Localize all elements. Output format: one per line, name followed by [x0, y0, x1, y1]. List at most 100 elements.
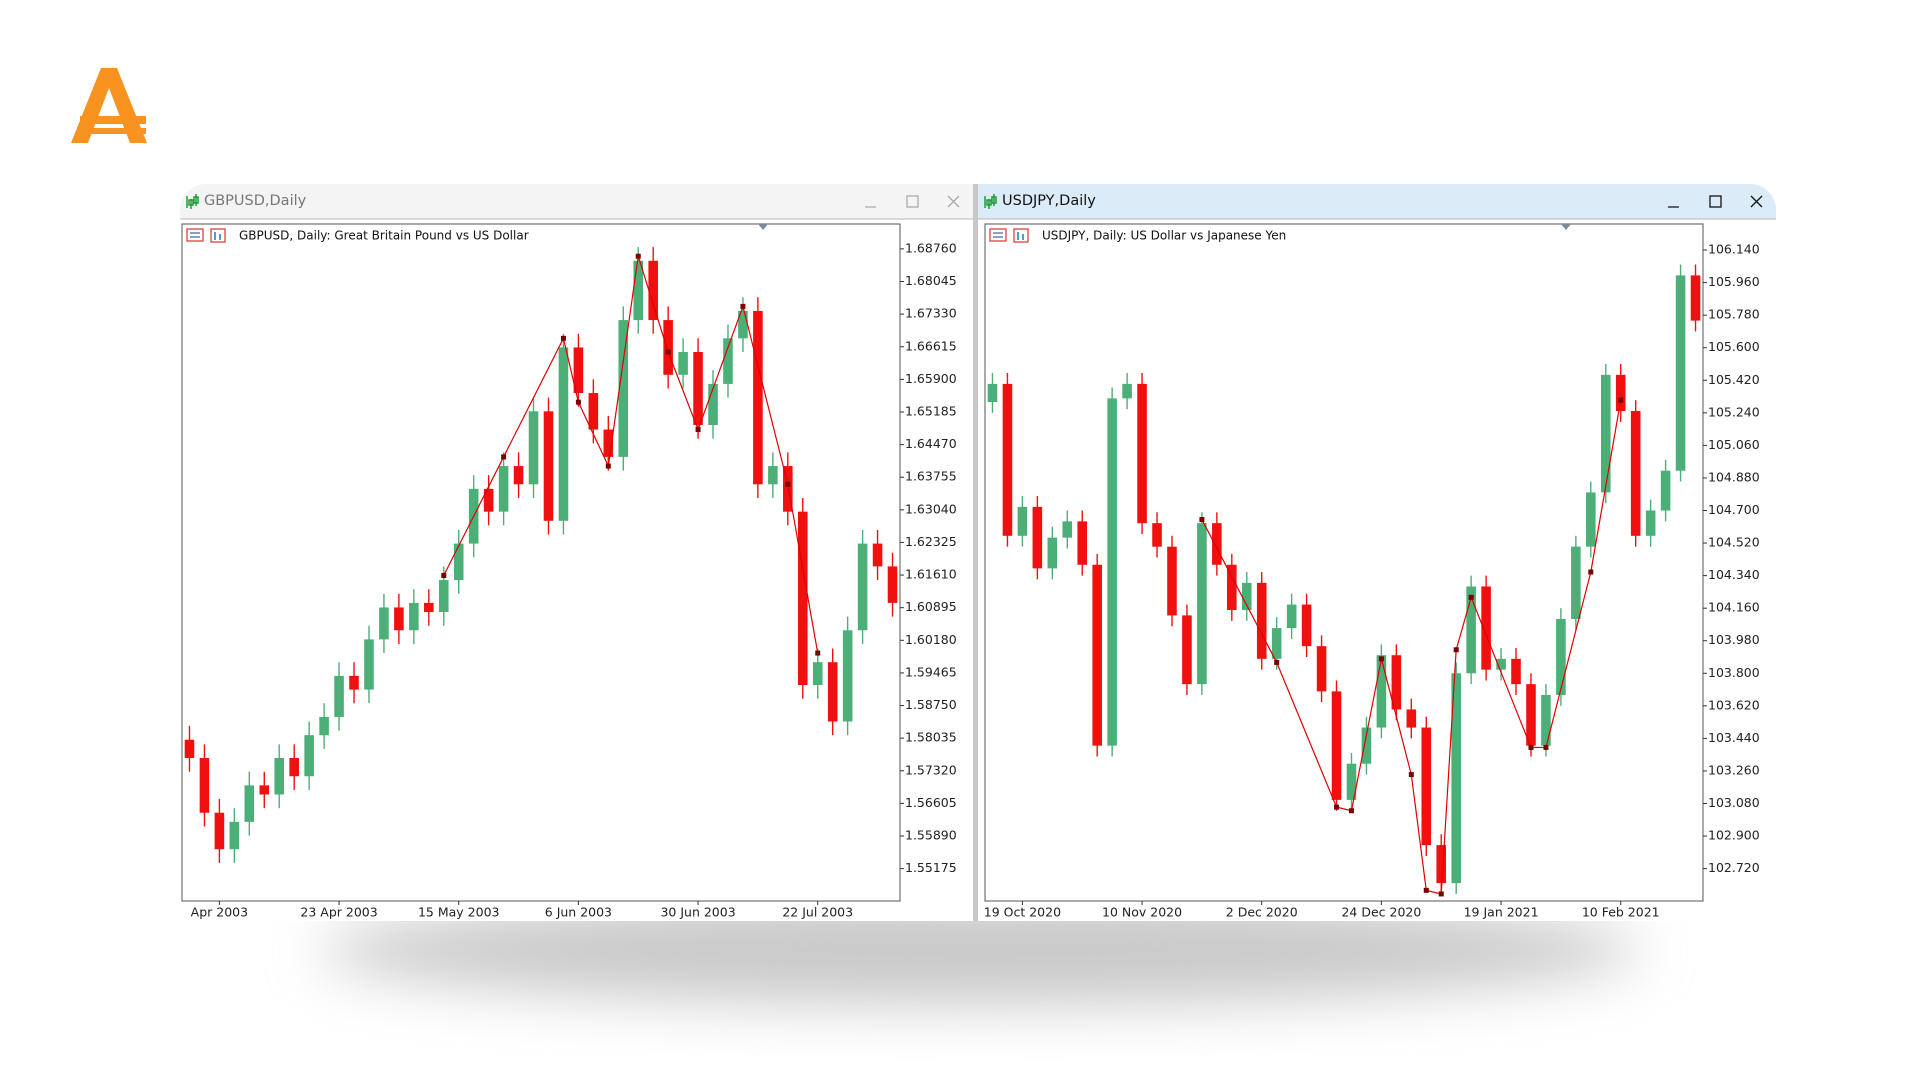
y-tick-label: 105.600	[1708, 339, 1760, 354]
window-splitter	[973, 184, 978, 921]
y-tick-label: 1.68045	[905, 273, 957, 288]
shift-marker	[758, 224, 768, 230]
candle-body	[229, 821, 240, 850]
zigzag-point	[1618, 397, 1624, 403]
y-tick-label: 1.61610	[905, 567, 957, 582]
candle-body	[259, 785, 270, 795]
y-tick-label: 1.58035	[905, 730, 957, 745]
candle-body	[1017, 506, 1028, 536]
candle-body	[573, 347, 584, 394]
candle-body	[304, 735, 314, 777]
y-tick-label: 1.65185	[905, 403, 957, 418]
chart-subtitle: GBPUSD, Daily: Great Britain Pound vs US…	[239, 229, 529, 243]
y-tick-label: 1.60895	[905, 599, 957, 614]
candle-body	[379, 607, 389, 640]
candle-body	[513, 466, 524, 485]
candle-body	[857, 543, 868, 631]
zigzag-point	[665, 349, 671, 355]
window-icon	[984, 194, 997, 209]
candle-body	[1361, 727, 1372, 764]
maximize-button[interactable]	[906, 195, 919, 208]
chart-icon-bars	[214, 232, 221, 240]
candle-body	[1615, 374, 1626, 412]
zigzag-point	[1588, 569, 1594, 575]
y-tick-label: 1.67330	[905, 306, 957, 321]
x-tick-label: Apr 2003	[191, 905, 248, 920]
candle-body	[1421, 727, 1432, 846]
candle-body	[184, 739, 195, 758]
candle-body	[783, 466, 793, 512]
table-icon-lines	[190, 232, 200, 238]
candle-body	[424, 602, 434, 613]
candle-body	[1496, 658, 1506, 670]
logo	[71, 68, 147, 143]
candle-body	[1002, 383, 1013, 536]
y-tick-label: 102.900	[1708, 828, 1760, 843]
candle-body	[1556, 619, 1566, 695]
candle-body	[528, 411, 539, 485]
candle-body	[483, 488, 494, 512]
y-tick-label: 1.55175	[905, 860, 957, 875]
candle-body	[663, 320, 673, 375]
candle-body	[274, 757, 285, 795]
y-tick-label: 1.62325	[905, 534, 957, 549]
candle-body	[1227, 564, 1237, 610]
y-tick-label: 103.980	[1708, 632, 1760, 647]
zigzag-point	[1528, 744, 1534, 750]
candle-body	[453, 543, 464, 581]
candle-body	[1137, 383, 1147, 524]
window-title: GBPUSD,Daily	[204, 193, 307, 209]
chart-icon	[210, 228, 226, 243]
zigzag-point	[575, 399, 581, 405]
candle-body	[842, 630, 853, 722]
y-tick-label: 104.520	[1708, 535, 1760, 550]
maximize-button[interactable]	[1709, 195, 1722, 208]
candle-body	[438, 580, 449, 613]
y-tick-label: 103.440	[1708, 730, 1760, 745]
candle-body	[618, 320, 629, 457]
candle-body	[633, 260, 644, 321]
candle-body	[588, 393, 599, 430]
y-tick-label: 105.240	[1708, 404, 1760, 419]
y-tick-label: 103.080	[1708, 795, 1760, 810]
shift-marker	[1561, 224, 1571, 230]
title-bar	[180, 184, 973, 219]
zigzag-point	[635, 253, 641, 259]
candle-body	[1241, 582, 1252, 610]
candle-body	[1062, 521, 1073, 538]
candle-body	[319, 716, 329, 736]
candle-body	[1391, 655, 1402, 710]
y-tick-label: 1.56605	[905, 795, 957, 810]
candle-body	[364, 639, 374, 690]
close-button[interactable]	[947, 195, 960, 208]
y-tick-label: 1.57320	[905, 762, 957, 777]
chart-window: USDJPY,Daily USDJPY, Daily: US Dollar vs …	[978, 184, 1776, 920]
candle-body	[1167, 546, 1177, 616]
zigzag-point	[1334, 804, 1340, 810]
zigzag-point	[1199, 517, 1205, 523]
candle-body	[1406, 709, 1417, 728]
candle-body	[498, 466, 509, 512]
candle-body	[753, 310, 763, 485]
table-icon	[989, 228, 1007, 242]
candle-body	[289, 757, 299, 777]
close-button[interactable]	[1750, 195, 1763, 208]
windows: GBPUSD,Daily GBPUSD, Daily: Great Britain…	[180, 184, 1776, 920]
candle-body	[1376, 655, 1387, 728]
x-tick-label: 24 Dec 2020	[1341, 905, 1421, 920]
candle-body	[1660, 470, 1671, 511]
y-tick-label: 1.68760	[905, 240, 957, 255]
zigzag-point	[815, 650, 821, 656]
candle-body	[1212, 523, 1222, 565]
candle-body	[349, 675, 359, 690]
y-tick-label: 103.800	[1708, 665, 1760, 680]
zigzag-point	[740, 303, 746, 309]
chart-subtitle: USDJPY, Daily: US Dollar vs Japanese Yen	[1042, 229, 1286, 243]
candle-body	[1436, 845, 1447, 884]
candle-body	[1122, 383, 1132, 399]
candle-body	[1182, 615, 1192, 685]
candle-body	[1526, 684, 1536, 746]
candle-body	[987, 383, 998, 402]
candle-body	[1077, 521, 1088, 565]
y-tick-label: 103.620	[1708, 697, 1760, 712]
